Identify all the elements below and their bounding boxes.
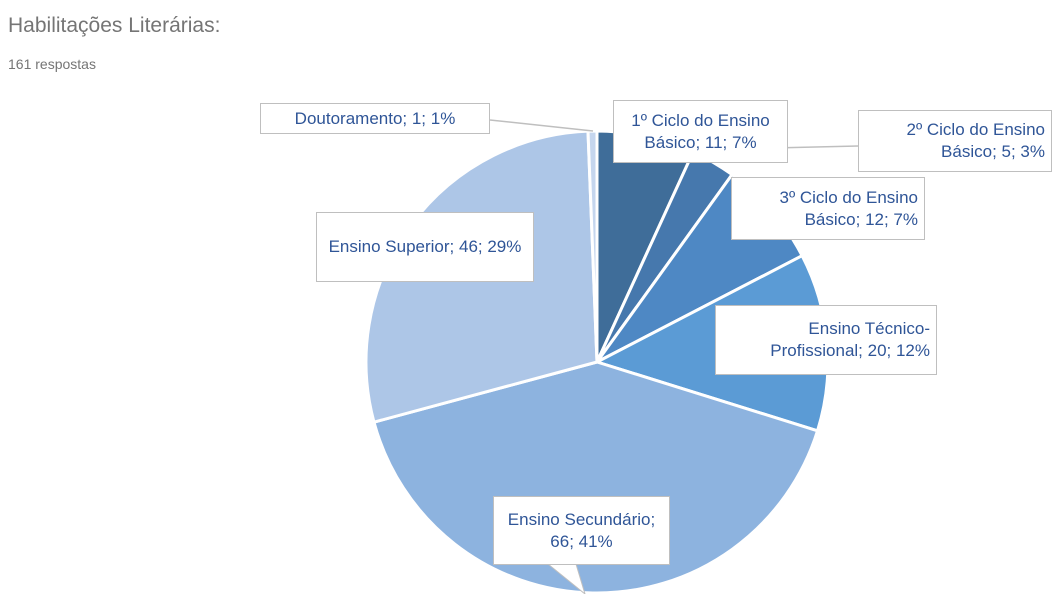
data-label: Ensino Técnico-Profissional; 20; 12% (715, 305, 937, 375)
data-label: Ensino Secundário; 66; 41% (493, 496, 670, 565)
data-label: 1º Ciclo do Ensino Básico; 11; 7% (613, 100, 788, 163)
data-label: 2º Ciclo do Ensino Básico; 5; 3% (858, 110, 1052, 172)
leader-line (489, 119, 594, 132)
data-label: Doutoramento; 1; 1% (260, 103, 490, 134)
chart-title: Habilitações Literárias: (8, 14, 221, 37)
chart-subtitle: 161 respostas (8, 56, 96, 72)
data-label: 3º Ciclo do Ensino Básico; 12; 7% (731, 177, 925, 240)
pie-slice (372, 360, 820, 594)
data-label: Ensino Superior; 46; 29% (316, 212, 534, 282)
